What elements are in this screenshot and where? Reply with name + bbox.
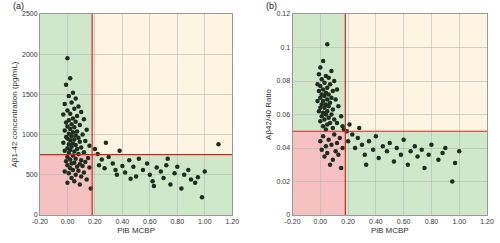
svg-text:0.40: 0.40: [369, 218, 383, 225]
svg-text:0.1: 0.1: [280, 44, 290, 51]
svg-text:0.80: 0.80: [170, 218, 184, 225]
svg-text:1.20: 1.20: [480, 218, 494, 225]
svg-text:Aβ1-42 concentration (pg/mL): Aβ1-42 concentration (pg/mL): [10, 61, 19, 167]
svg-text:0.40: 0.40: [116, 218, 130, 225]
svg-text:-0.20: -0.20: [32, 218, 48, 225]
svg-text:1000: 1000: [22, 131, 38, 138]
svg-text:0.80: 0.80: [425, 218, 439, 225]
svg-text:0: 0: [286, 211, 290, 218]
svg-text:0.08: 0.08: [277, 77, 291, 84]
svg-text:1500: 1500: [22, 91, 38, 98]
svg-text:1.00: 1.00: [198, 218, 212, 225]
svg-text:Aβ42/40 Ratio: Aβ42/40 Ratio: [264, 89, 273, 140]
svg-text:2500: 2500: [22, 10, 38, 17]
svg-text:0.20: 0.20: [341, 218, 355, 225]
svg-text:0.20: 0.20: [88, 218, 102, 225]
svg-text:(b): (b): [266, 1, 277, 11]
svg-text:PiB MCBP: PiB MCBP: [371, 226, 409, 235]
svg-text:PiB MCBP: PiB MCBP: [117, 226, 155, 235]
svg-text:0.00: 0.00: [314, 218, 328, 225]
svg-text:2000: 2000: [22, 51, 38, 58]
svg-text:1.00: 1.00: [452, 218, 466, 225]
svg-text:0.60: 0.60: [397, 218, 411, 225]
svg-text:(a): (a): [13, 1, 24, 11]
svg-text:0.02: 0.02: [277, 178, 291, 185]
svg-text:0.60: 0.60: [143, 218, 157, 225]
svg-text:0.00: 0.00: [61, 218, 75, 225]
svg-text:0.04: 0.04: [277, 144, 291, 151]
svg-text:0.06: 0.06: [277, 111, 291, 118]
svg-text:1.20: 1.20: [225, 218, 239, 225]
svg-text:-0.20: -0.20: [285, 218, 301, 225]
svg-text:500: 500: [26, 171, 38, 178]
svg-text:0: 0: [34, 211, 38, 218]
svg-text:0.12: 0.12: [277, 10, 291, 17]
